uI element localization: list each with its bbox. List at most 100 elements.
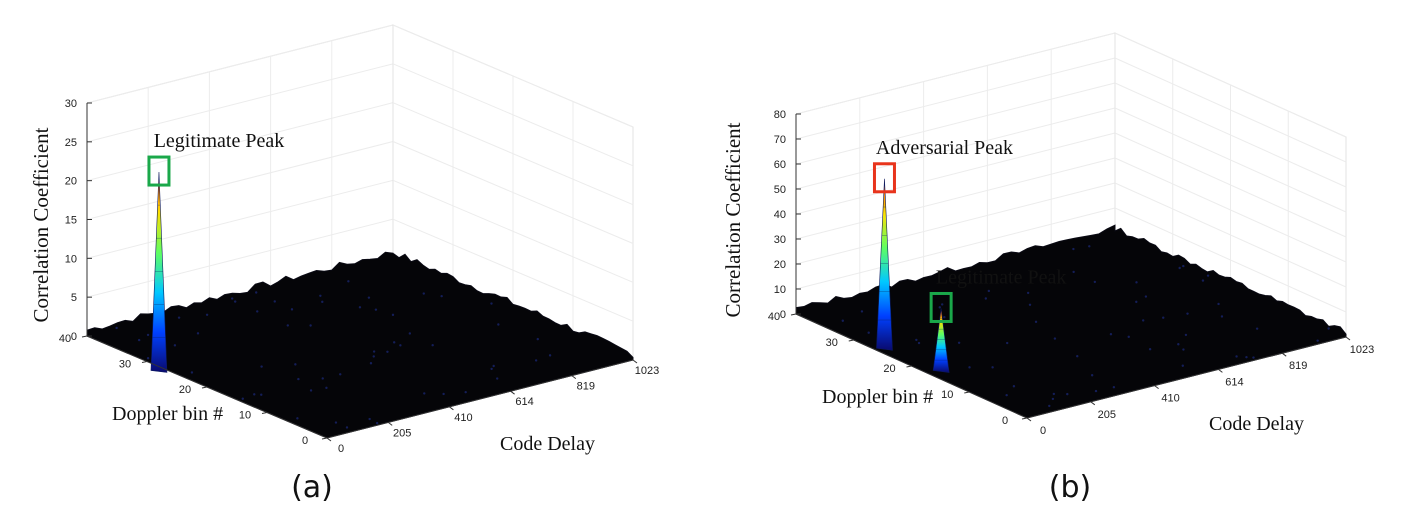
surface-speckle	[1076, 355, 1079, 358]
x-tick-label: 205	[1098, 409, 1116, 421]
surface-speckle	[137, 338, 141, 342]
surface-speckle	[372, 350, 376, 353]
y-tick-mark	[321, 437, 328, 440]
surface-speckle	[490, 302, 493, 305]
y-tick-label: 10	[941, 389, 953, 401]
correlation-peak	[150, 172, 168, 373]
surface-speckle	[309, 324, 312, 327]
x-tick-label: 0	[1040, 425, 1046, 437]
annotation-label: Adversarial Peak	[876, 137, 1013, 159]
y-tick-label: 20	[883, 363, 895, 375]
x-tick-mark	[571, 375, 577, 380]
surface-speckle	[325, 386, 328, 390]
surface-speckle	[917, 341, 921, 345]
grid-line	[86, 218, 394, 298]
x-tick-mark	[1154, 385, 1159, 390]
surface-speckle	[1112, 386, 1116, 389]
surface-speckle	[255, 291, 258, 294]
y-tick-mark	[848, 339, 854, 342]
surface-speckle	[1206, 274, 1210, 277]
surface-speckle	[1093, 280, 1097, 284]
z-tick-label: 60	[774, 159, 786, 171]
surface-speckle	[1177, 343, 1180, 346]
z-tick-label: 5	[71, 292, 77, 304]
x-tick-mark	[1090, 401, 1096, 406]
surface-speckle	[1252, 356, 1255, 359]
surface-speckle	[1109, 333, 1113, 336]
grid-line	[795, 157, 1116, 240]
grid-line	[795, 32, 1116, 115]
y-tick-mark	[141, 361, 148, 363]
surface-speckle	[496, 377, 499, 380]
surface-speckle	[321, 300, 324, 304]
surface-speckle	[1178, 266, 1181, 270]
surface-speckle	[367, 296, 371, 299]
x-axis-label: Code Delay	[500, 433, 595, 455]
surface-speckle	[196, 332, 200, 335]
surface-speckle	[309, 389, 313, 392]
surface-speckle	[1186, 312, 1189, 315]
surface-speckle	[115, 326, 118, 330]
surface-speckle	[375, 421, 379, 425]
annotation-label: Legitimate Peak	[936, 266, 1067, 288]
surface-speckle	[841, 319, 845, 322]
surface-speckle	[490, 367, 493, 371]
y-tick-label: 30	[826, 337, 838, 349]
grid-line	[795, 207, 1116, 290]
surface-speckle	[1048, 404, 1051, 408]
surface-speckle	[1052, 392, 1056, 396]
x-tick-label: 819	[1289, 360, 1307, 372]
surface-speckle	[536, 337, 539, 341]
y-tick-label: 0	[1002, 415, 1008, 427]
x-tick-label: 410	[454, 412, 472, 424]
surface-speckle	[347, 280, 350, 283]
peak-spike	[876, 178, 893, 351]
y-tick-mark	[261, 412, 268, 414]
peak-annotation: Adversarial Peak	[872, 137, 1013, 194]
surface-speckle	[358, 306, 362, 309]
surface-speckle	[190, 371, 194, 374]
grid-line	[795, 132, 1116, 215]
surface-speckle	[968, 366, 971, 369]
x-tick-mark	[1218, 368, 1223, 373]
x-tick-mark	[1345, 336, 1351, 341]
x-axis-line	[326, 359, 634, 439]
surface-speckle	[345, 426, 349, 429]
y-tick-label: 20	[179, 384, 191, 396]
surface-speckle	[286, 324, 290, 327]
z-tick-label: 10	[774, 284, 786, 296]
annotation-box	[929, 291, 953, 323]
surface-speckle	[1182, 264, 1185, 268]
surface-speckle	[290, 308, 294, 311]
surface-speckle	[1028, 303, 1032, 307]
surface-speckle	[940, 303, 944, 306]
surface-speckle	[1255, 327, 1259, 330]
surface-speckle	[1201, 279, 1205, 282]
surface-speckle	[548, 354, 552, 357]
x-tick-mark	[449, 406, 454, 411]
z-tick-label: 25	[65, 137, 77, 149]
surface-speckle	[1245, 355, 1248, 359]
surface-speckle	[497, 323, 500, 326]
surface-speckle	[369, 362, 373, 365]
z-axis-label: Correlation Coefficient	[721, 122, 745, 317]
surface-speckle	[1088, 245, 1091, 248]
surface-speckle	[1066, 392, 1069, 396]
y-tick-label: 40	[59, 333, 71, 345]
surface-speckle	[205, 313, 209, 316]
z-tick-label: 0	[71, 331, 77, 343]
z-tick-label: 50	[774, 184, 786, 196]
annotation-box	[147, 155, 171, 187]
z-axis-label: Correlation Coefficient	[29, 127, 53, 322]
grid-line	[86, 63, 394, 143]
correlation-peak	[876, 178, 893, 351]
surface-speckle	[440, 294, 443, 298]
surface-speckle	[492, 364, 495, 368]
surface-speckle	[1144, 295, 1148, 298]
surface-speckle	[173, 344, 177, 347]
surface-speckle	[1012, 385, 1016, 388]
z-tick-label: 15	[65, 215, 77, 227]
